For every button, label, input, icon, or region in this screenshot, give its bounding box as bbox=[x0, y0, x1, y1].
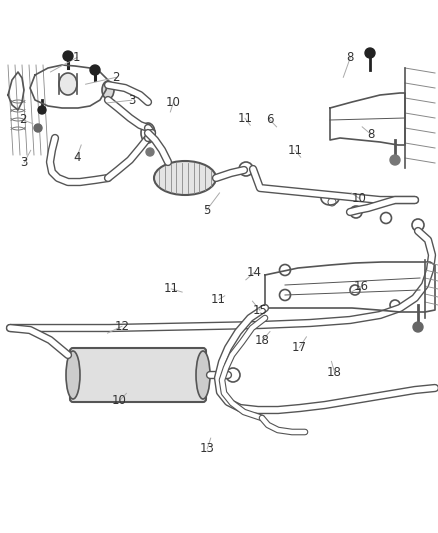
Text: 3: 3 bbox=[128, 94, 135, 107]
Text: 10: 10 bbox=[351, 192, 366, 205]
Circle shape bbox=[90, 65, 100, 75]
Text: 18: 18 bbox=[326, 366, 341, 378]
Text: 11: 11 bbox=[287, 144, 302, 157]
Text: 11: 11 bbox=[163, 282, 178, 295]
Ellipse shape bbox=[195, 351, 209, 399]
Circle shape bbox=[63, 51, 73, 61]
Circle shape bbox=[146, 148, 154, 156]
Ellipse shape bbox=[154, 161, 215, 195]
Text: 11: 11 bbox=[237, 112, 252, 125]
Text: 3: 3 bbox=[21, 156, 28, 169]
FancyBboxPatch shape bbox=[70, 348, 205, 402]
Text: 16: 16 bbox=[353, 280, 367, 293]
Text: 4: 4 bbox=[73, 151, 81, 164]
Text: 8: 8 bbox=[367, 128, 374, 141]
Text: 18: 18 bbox=[254, 334, 269, 346]
Text: 1: 1 bbox=[73, 51, 81, 64]
Text: 11: 11 bbox=[211, 293, 226, 306]
Text: 13: 13 bbox=[199, 442, 214, 455]
Circle shape bbox=[38, 106, 46, 114]
Text: 17: 17 bbox=[291, 341, 306, 354]
Ellipse shape bbox=[66, 351, 80, 399]
Text: 14: 14 bbox=[246, 266, 261, 279]
Circle shape bbox=[34, 124, 42, 132]
Text: 6: 6 bbox=[265, 114, 273, 126]
Text: 10: 10 bbox=[112, 394, 127, 407]
Text: 5: 5 bbox=[202, 204, 209, 217]
Text: 2: 2 bbox=[19, 114, 27, 126]
Text: 8: 8 bbox=[346, 51, 353, 64]
Ellipse shape bbox=[59, 73, 77, 95]
Text: 15: 15 bbox=[252, 304, 267, 317]
Text: 10: 10 bbox=[166, 96, 180, 109]
Ellipse shape bbox=[102, 81, 114, 99]
Circle shape bbox=[389, 155, 399, 165]
Text: 12: 12 bbox=[114, 320, 129, 333]
Circle shape bbox=[364, 48, 374, 58]
Text: 2: 2 bbox=[112, 71, 120, 84]
Circle shape bbox=[412, 322, 422, 332]
